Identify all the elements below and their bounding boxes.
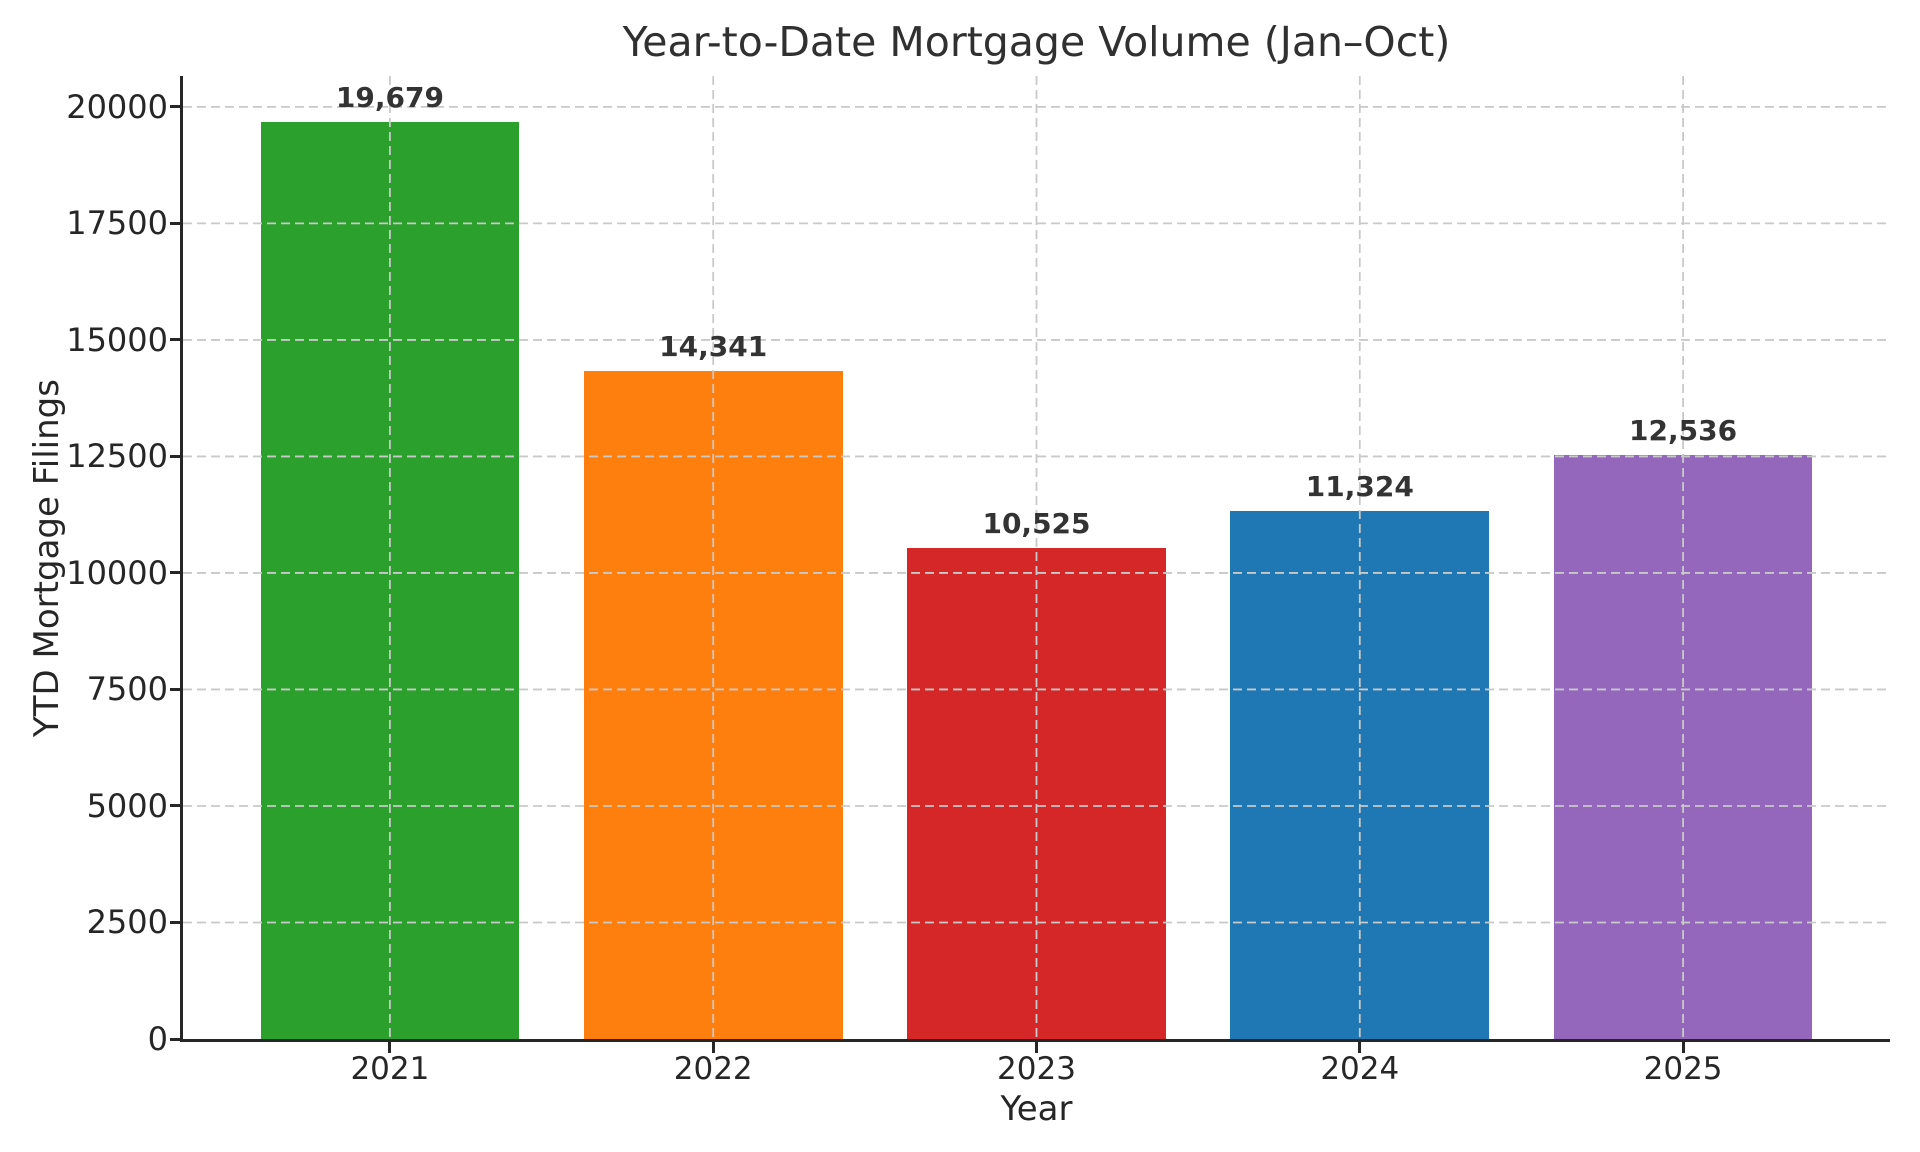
chart-title: Year-to-Date Mortgage Volume (Jan–Oct)	[622, 18, 1451, 66]
bar-value-label: 14,341	[659, 329, 768, 363]
x-tick-mark	[1358, 1042, 1362, 1053]
x-axis-tick-label: 2025	[1643, 1051, 1723, 1087]
y-axis-tick-label: 0	[147, 1020, 168, 1058]
y-axis-tick-label: 10000	[66, 553, 168, 592]
x-axis-tick-label: 2023	[997, 1051, 1076, 1087]
x-tick-mark	[1681, 1042, 1685, 1053]
x-tick-mark	[388, 1042, 392, 1053]
bar-value-label: 10,525	[982, 507, 1091, 541]
y-axis-label: YTD Mortgage Filings	[27, 379, 67, 737]
y-axis-tick-label: 20000	[66, 87, 168, 126]
y-axis-tick-label: 2500	[86, 903, 168, 942]
bar-value-label: 12,536	[1629, 413, 1738, 447]
bar-value-labels-layer: 19,679 14,341 10,525 11,324 12,536	[183, 76, 1890, 1039]
x-tick-mark	[711, 1042, 715, 1053]
x-axis-tick-label: 2024	[1320, 1051, 1400, 1087]
y-axis-tick-label: 12500	[66, 437, 168, 476]
bar-value-label: 19,679	[335, 80, 444, 114]
x-tick-mark	[1035, 1042, 1038, 1053]
y-axis-tick-label: 5000	[86, 786, 168, 825]
y-axis-tick-label: 17500	[66, 204, 168, 243]
y-axis-tick-label: 7500	[86, 670, 168, 709]
x-axis-label: Year	[1000, 1089, 1073, 1129]
x-axis-tick-label: 2022	[673, 1051, 753, 1087]
x-axis-tick-label: 2021	[350, 1051, 430, 1087]
bar-value-label: 11,324	[1305, 470, 1414, 504]
plot-area: 19,679 14,341 10,525 11,324 12,536	[180, 76, 1890, 1042]
y-axis-tick-label: 15000	[66, 320, 168, 359]
